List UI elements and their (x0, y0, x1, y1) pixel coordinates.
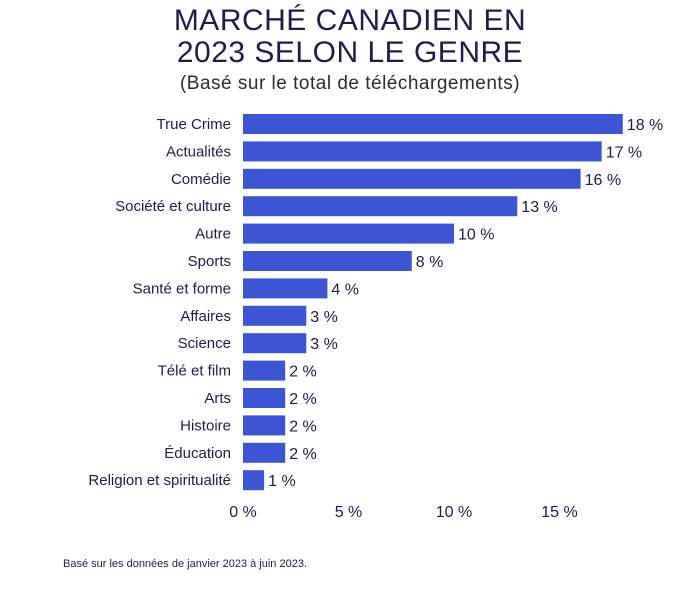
value-label: 2 % (289, 391, 317, 408)
chart-subtitle: (Basé sur le total de téléchargements) (179, 73, 521, 94)
bar (243, 388, 286, 408)
value-label: 2 % (289, 446, 317, 463)
category-label: Religion et spiritualité (88, 472, 231, 489)
category-label: Société et culture (115, 198, 231, 215)
value-label: 10 % (458, 227, 494, 244)
bar (243, 114, 623, 134)
category-label: Santé et forme (133, 280, 231, 297)
category-label: True Crime (157, 116, 231, 133)
bar (243, 305, 307, 326)
category-label: Éducation (164, 445, 231, 462)
value-label: 4 % (331, 281, 359, 298)
x-tick-label: 5 % (335, 504, 363, 521)
value-label: 18 % (627, 117, 663, 134)
value-label: 17 % (606, 144, 642, 161)
chart-title-line-1: MARCHÉ CANADIEN EN (173, 4, 527, 37)
bar (243, 278, 328, 299)
value-label: 13 % (521, 199, 557, 216)
category-label: Histoire (180, 417, 231, 434)
bar (243, 360, 286, 381)
category-label: Sports (188, 253, 231, 270)
x-tick-label: 15 % (541, 504, 577, 521)
value-label: 3 % (310, 309, 338, 326)
category-label: Science (178, 335, 231, 352)
value-label: 3 % (310, 336, 338, 353)
chart-title-line-2: 2023 SELON LE GENRE (176, 36, 524, 69)
value-label: 16 % (585, 172, 621, 189)
bar (243, 168, 581, 189)
bar (243, 141, 602, 162)
bar (243, 470, 265, 491)
value-label: 1 % (268, 473, 296, 490)
value-label: 8 % (416, 254, 444, 271)
category-label: Autre (195, 226, 231, 243)
bar (243, 251, 412, 271)
category-label: Arts (204, 390, 231, 407)
value-label: 2 % (289, 418, 317, 435)
value-label: 2 % (289, 364, 317, 381)
x-tick-label: 0 % (229, 504, 257, 521)
category-label: Affaires (180, 308, 231, 325)
bar (243, 223, 454, 244)
bar (243, 415, 286, 436)
bar (243, 196, 518, 217)
category-label: Comédie (171, 171, 231, 188)
bar (243, 333, 307, 354)
footnote: Basé sur les données de janvier 2023 à j… (63, 558, 308, 570)
bar (243, 442, 286, 463)
x-tick-label: 10 % (436, 504, 472, 521)
category-label: Actualités (166, 143, 231, 160)
category-label: Télé et film (158, 363, 231, 380)
